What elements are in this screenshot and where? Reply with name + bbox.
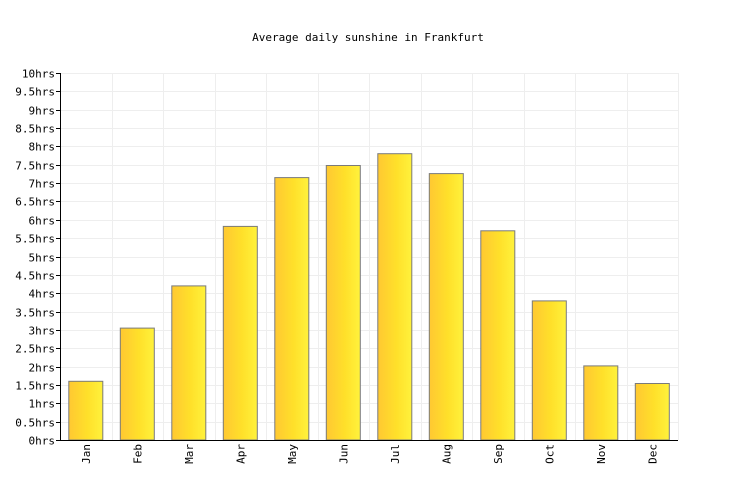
y-tick-label: 8hrs bbox=[29, 141, 56, 154]
x-tick-label: Aug bbox=[440, 444, 453, 464]
bar-feb bbox=[119, 327, 155, 441]
bar-nov bbox=[583, 365, 619, 441]
bar-aug bbox=[428, 173, 464, 441]
y-tick-label: 5hrs bbox=[29, 252, 56, 265]
x-tick-label: Sep bbox=[492, 444, 505, 464]
y-tick-label: 4.5hrs bbox=[15, 270, 55, 283]
x-tick-label: Nov bbox=[595, 444, 608, 464]
y-tick-label: 9.5hrs bbox=[15, 86, 55, 99]
y-tick-label: 2.5hrs bbox=[15, 343, 55, 356]
grid bbox=[60, 73, 679, 440]
y-tick-label: 2hrs bbox=[29, 362, 56, 375]
y-tick-label: 7.5hrs bbox=[15, 160, 55, 173]
y-tick-label: 1.5hrs bbox=[15, 380, 55, 393]
bar-may bbox=[274, 177, 310, 441]
y-tick-label: 0.5hrs bbox=[15, 417, 55, 430]
x-tick-labels: Jan Feb Mar Apr May Jun Jul Aug Sep Oct Nov Dec bbox=[80, 444, 660, 464]
y-tick-label: 3hrs bbox=[29, 325, 56, 338]
y-tick-label: 3.5hrs bbox=[15, 307, 55, 320]
y-tick-labels: 0hrs 0.5hrs 1hrs 1.5hrs 2hrs 2.5hrs 3hrs 3.5hrs… bbox=[15, 68, 55, 448]
y-tick-label: 9hrs bbox=[29, 105, 56, 118]
x-tick-label: Oct bbox=[543, 444, 556, 464]
x-tick-label: Jan bbox=[80, 444, 93, 464]
y-tick-label: 5.5hrs bbox=[15, 233, 55, 246]
x-tick-label: Jun bbox=[337, 444, 350, 464]
y-tick-label: 4hrs bbox=[29, 288, 56, 301]
y-tick-label: 7hrs bbox=[29, 178, 56, 191]
x-tick-label: Feb bbox=[131, 444, 144, 464]
x-tick-label: Mar bbox=[183, 444, 196, 464]
y-tick-label: 6.5hrs bbox=[15, 196, 55, 209]
bar-apr bbox=[222, 225, 258, 441]
bar-jan bbox=[68, 380, 104, 441]
y-tick-label: 10hrs bbox=[22, 68, 55, 81]
y-tick-label: 6hrs bbox=[29, 215, 56, 228]
bar-jul bbox=[377, 153, 413, 441]
bar-mar bbox=[171, 285, 207, 441]
bars bbox=[68, 153, 670, 441]
x-tick-label: Apr bbox=[234, 444, 247, 464]
bar-oct bbox=[531, 300, 567, 441]
bar-sep bbox=[480, 230, 516, 441]
bar-jun bbox=[325, 165, 361, 441]
y-tick-label: 8.5hrs bbox=[15, 123, 55, 136]
y-tick-label: 1hrs bbox=[29, 398, 56, 411]
x-tick-label: Jul bbox=[389, 444, 402, 464]
chart-title: Average daily sunshine in Frankfurt bbox=[252, 31, 484, 44]
axes bbox=[56, 73, 678, 441]
bar-dec bbox=[634, 383, 670, 441]
y-tick-label: 0hrs bbox=[29, 435, 56, 448]
x-tick-label: Dec bbox=[646, 444, 659, 464]
x-tick-label: May bbox=[286, 444, 299, 464]
